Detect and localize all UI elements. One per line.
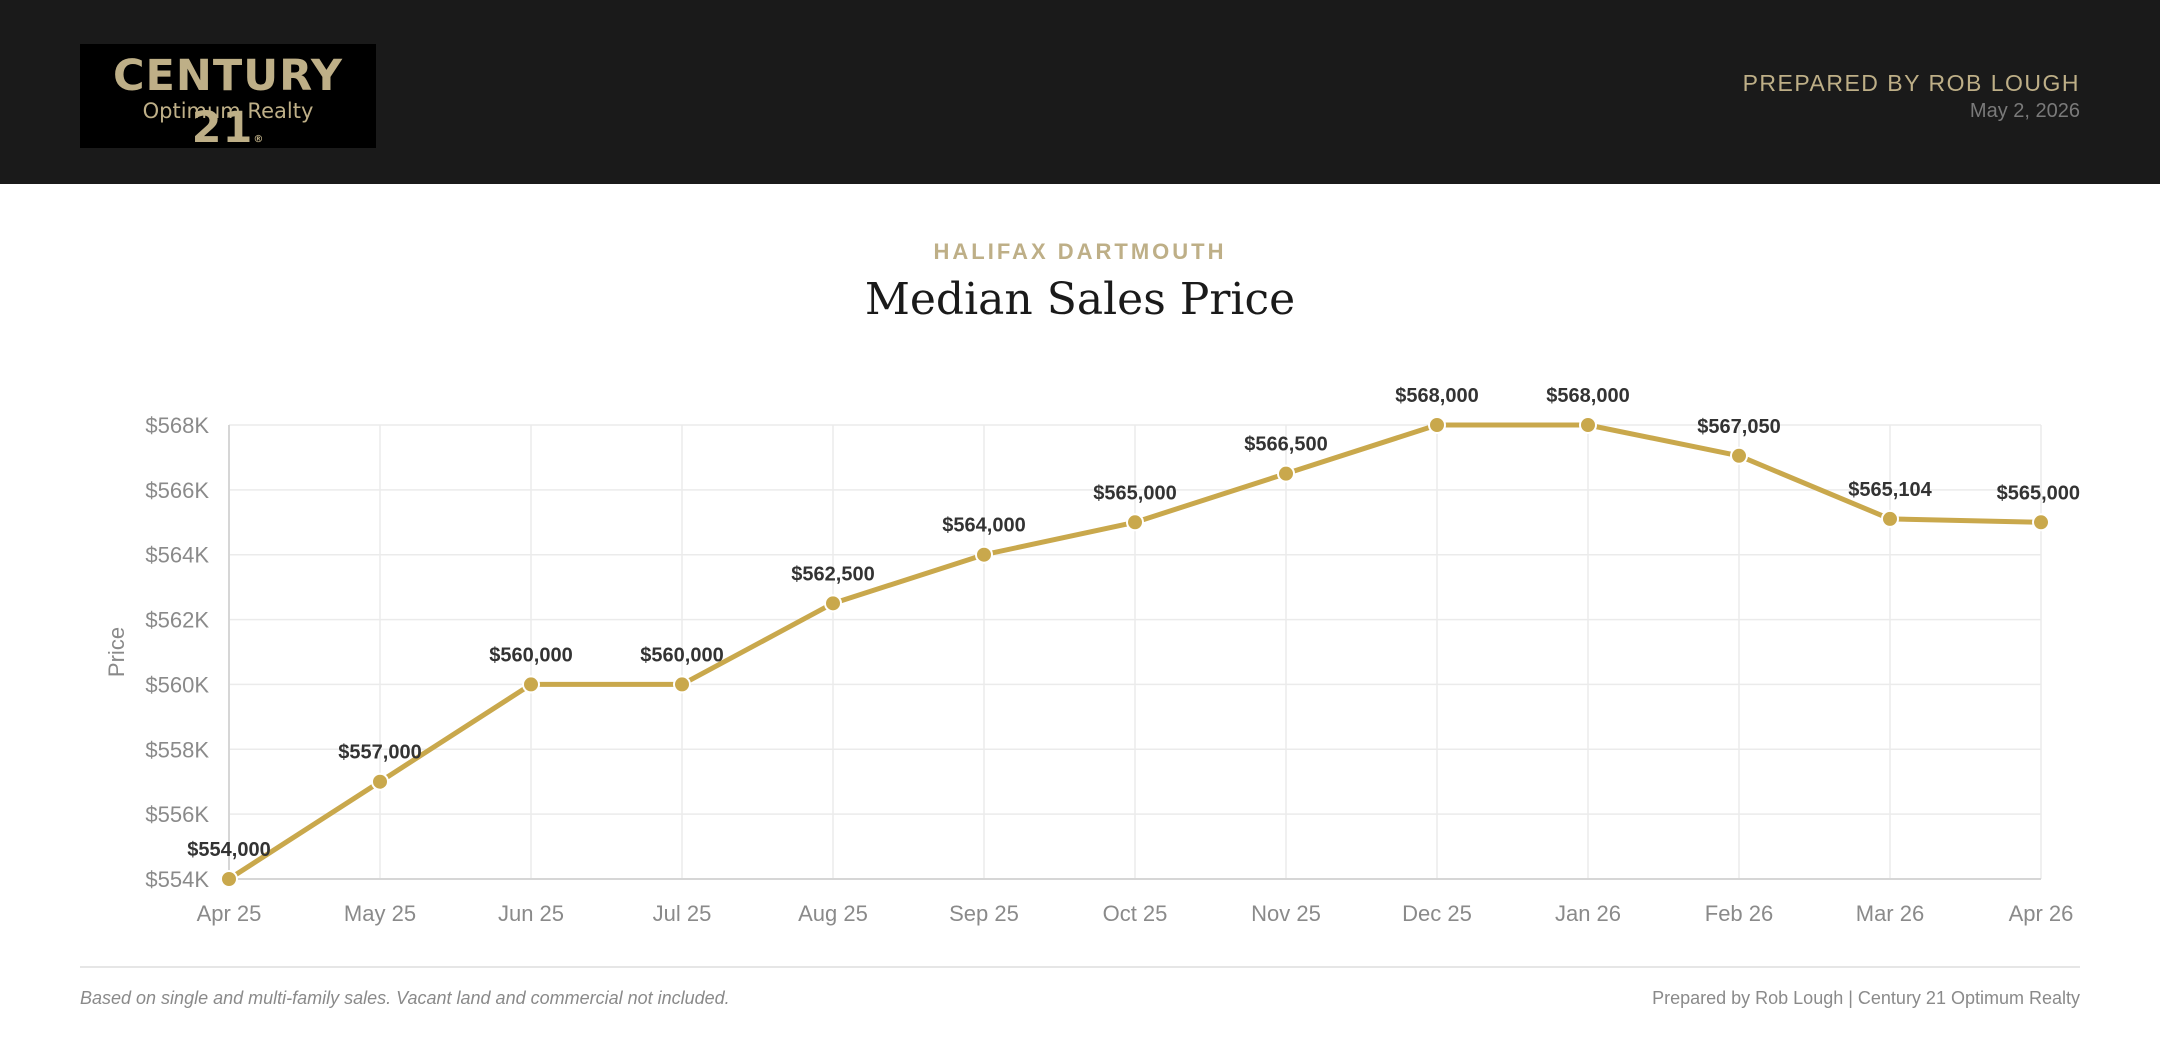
data-point (1881, 509, 1899, 528)
data-point (2032, 513, 2050, 532)
data-label: $564,000 (942, 515, 1025, 537)
y-tick-label: $554K (145, 867, 209, 892)
x-tick-label: Jul 25 (653, 901, 712, 926)
data-label: $562,500 (791, 563, 874, 585)
data-point (1579, 416, 1597, 434)
data-label: $568,000 (1546, 385, 1629, 407)
y-tick-label: $566K (145, 478, 209, 503)
x-tick-label: May 25 (344, 901, 416, 926)
x-tick-label: Sep 25 (949, 901, 1019, 926)
data-label: $557,000 (338, 742, 421, 764)
data-label: $567,050 (1697, 416, 1780, 438)
data-point (673, 675, 691, 694)
footnote: Based on single and multi-family sales. … (80, 988, 730, 1008)
data-label: $565,104 (1848, 479, 1932, 501)
x-tick-label: Nov 25 (1251, 901, 1321, 926)
data-point (220, 870, 238, 888)
data-point (1428, 416, 1446, 434)
data-point (824, 594, 842, 613)
x-tick-label: Apr 26 (2009, 901, 2074, 926)
data-label: $566,500 (1244, 434, 1327, 456)
data-label: $554,000 (187, 839, 270, 861)
logo-brand: CENTURY 21® (80, 50, 376, 166)
x-tick-label: Jun 25 (498, 901, 564, 926)
x-tick-label: Mar 26 (1856, 901, 1924, 926)
page-title: Median Sales Price (864, 274, 1296, 325)
footer-credit: Prepared by Rob Lough | Century 21 Optim… (1652, 988, 2080, 1008)
x-tick-label: Dec 25 (1402, 901, 1472, 926)
data-point (522, 675, 540, 694)
y-tick-label: $556K (145, 802, 209, 827)
y-tick-label: $564K (145, 543, 209, 568)
data-label: $560,000 (640, 644, 723, 666)
data-point (371, 772, 389, 791)
footer-divider (80, 966, 2080, 968)
x-tick-label: Aug 25 (798, 901, 868, 926)
report-date: May 2, 2026 (1969, 100, 2080, 122)
y-tick-label: $558K (145, 737, 209, 762)
logo-registered-mark: ® (253, 134, 265, 145)
data-label: $565,000 (1093, 482, 1176, 504)
data-point (1126, 513, 1144, 532)
y-axis-title: Price (104, 627, 129, 677)
data-label: $560,000 (489, 644, 572, 666)
x-tick-label: Feb 26 (1705, 901, 1774, 926)
century21-logo: CENTURY 21® Optimum Realty (80, 44, 376, 153)
data-label: $565,000 (1997, 482, 2080, 504)
region-label: HALIFAX DARTMOUTH (933, 239, 1227, 264)
y-tick-label: $562K (145, 608, 209, 633)
data-label: $568,000 (1395, 385, 1478, 407)
data-point (1277, 464, 1295, 483)
y-tick-label: $560K (145, 672, 209, 697)
data-point (1730, 446, 1748, 465)
x-tick-label: Oct 25 (1103, 901, 1168, 926)
x-tick-label: Apr 25 (197, 901, 262, 926)
header-bar: CENTURY 21® Optimum Realty PREPARED BY R… (0, 0, 2160, 184)
data-point (975, 545, 993, 564)
x-tick-label: Jan 26 (1555, 901, 1621, 926)
y-tick-label: $568K (145, 413, 209, 438)
logo-office-name: Optimum Realty (142, 99, 314, 123)
prepared-by: PREPARED BY ROB LOUGH (1742, 70, 2080, 96)
logo-brand-text: CENTURY 21 (112, 51, 344, 153)
